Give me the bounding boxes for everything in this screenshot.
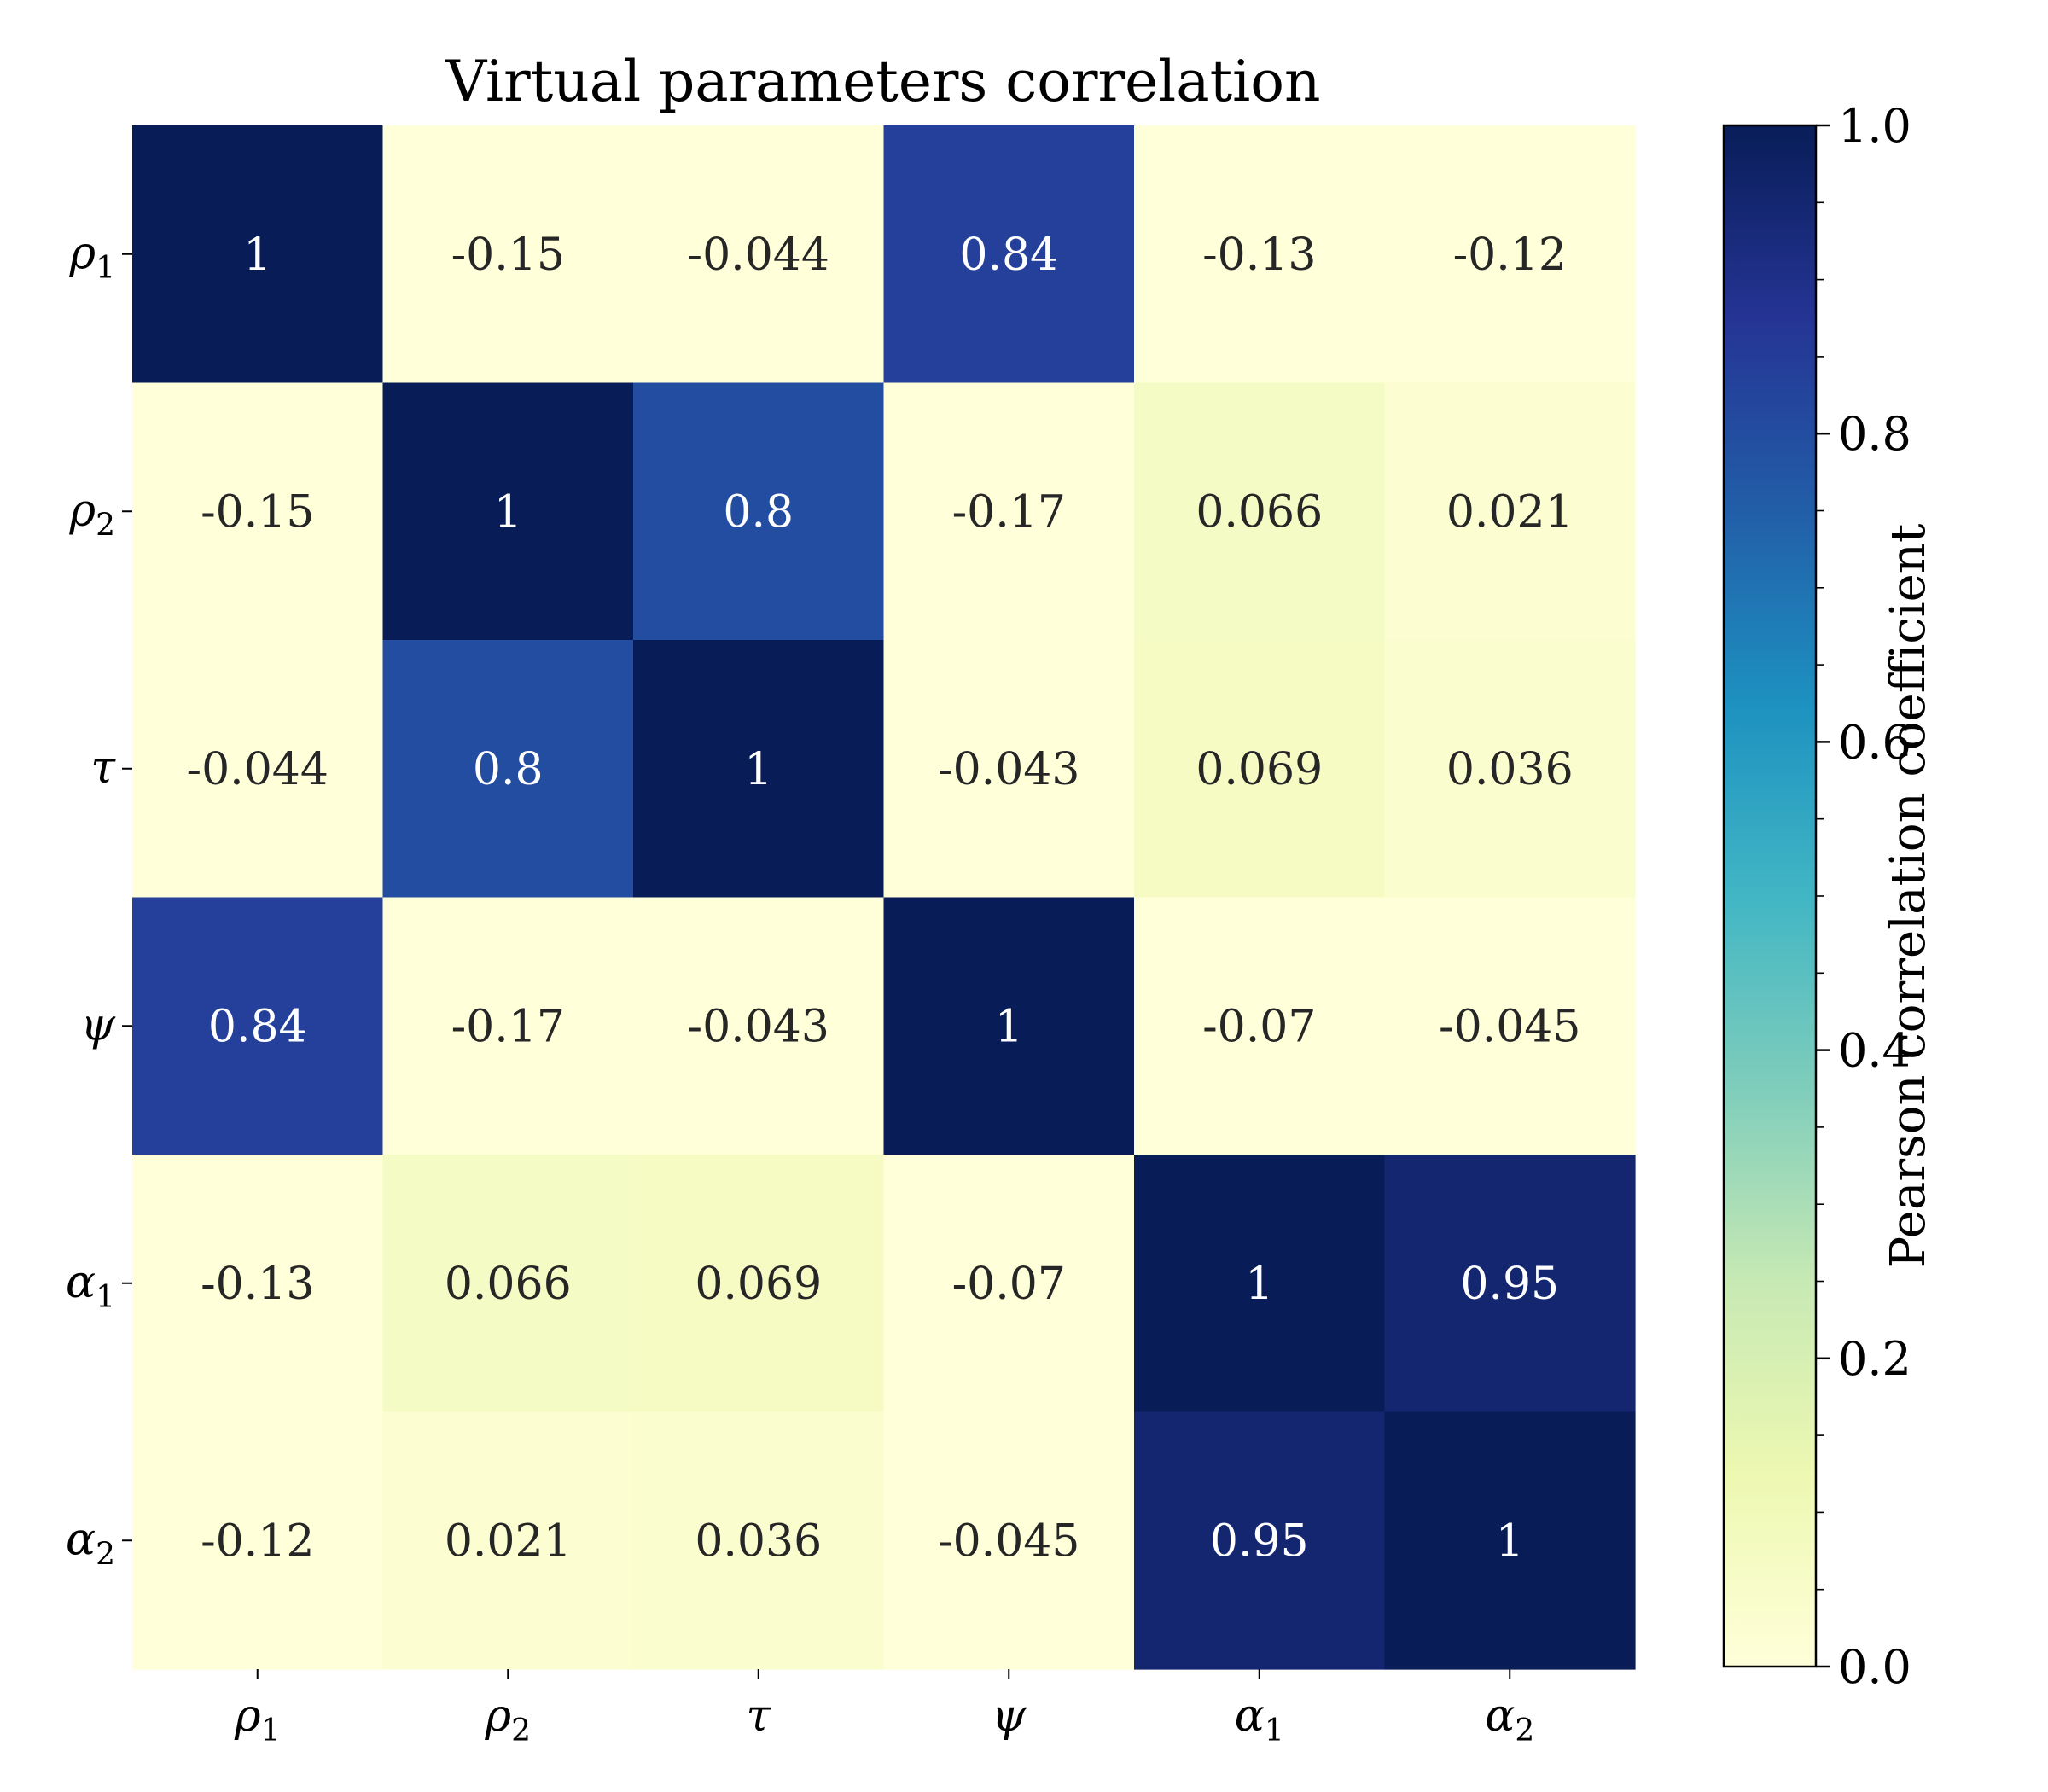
heatmap-cell bbox=[633, 640, 885, 899]
heatmap-cell bbox=[382, 382, 634, 641]
cell-value-label: -0.17 bbox=[451, 1001, 565, 1052]
heatmap-cell bbox=[382, 1155, 634, 1413]
row-tick-label: ψ bbox=[80, 999, 116, 1050]
heatmap-cell bbox=[883, 640, 1135, 899]
cell-value-label: 0.84 bbox=[959, 230, 1058, 281]
cell-value-label: -0.15 bbox=[451, 230, 565, 281]
heatmap-cell bbox=[382, 125, 634, 384]
cell-value-label: 0.021 bbox=[1446, 486, 1574, 538]
heatmap-cells: 1 -0.15 -0.044 0.84 -0.13 -0.12 -0.15 1 0.8 -0.17… bbox=[132, 125, 1636, 1670]
cell-value-label: 1 bbox=[1245, 1259, 1273, 1310]
cell-value-label: 0.84 bbox=[208, 1001, 307, 1052]
heatmap-cell bbox=[883, 1411, 1135, 1670]
heatmap-cell bbox=[1384, 897, 1636, 1155]
heatmap-cell bbox=[382, 897, 634, 1155]
heatmap-cell bbox=[132, 640, 384, 899]
cell-value-label: 0.066 bbox=[445, 1259, 572, 1310]
column-tick-label: τ bbox=[746, 1690, 771, 1742]
heatmap-cell bbox=[132, 897, 384, 1155]
heatmap-cell bbox=[132, 1155, 384, 1413]
cell-value-label: -0.13 bbox=[1202, 230, 1316, 281]
heatmap-cell bbox=[1384, 382, 1636, 641]
heatmap-cell bbox=[633, 897, 885, 1155]
cell-value-label: 0.036 bbox=[695, 1516, 822, 1567]
cell-value-label: -0.12 bbox=[201, 1516, 314, 1567]
cell-value-label: -0.07 bbox=[1202, 1001, 1316, 1052]
chart-title: Virtual parameters correlation bbox=[445, 49, 1321, 114]
cell-value-label: 0.069 bbox=[695, 1259, 822, 1310]
colorbar-tick-label: 0.4 bbox=[1838, 1024, 1911, 1078]
heatmap-cell bbox=[132, 125, 384, 384]
cell-value-label: 0.8 bbox=[473, 744, 544, 795]
row-tick-label: ρ2 bbox=[69, 485, 115, 543]
heatmap-cell bbox=[1384, 125, 1636, 384]
row-tick-label: ρ1 bbox=[69, 228, 115, 286]
colorbar-gradient bbox=[1724, 125, 1816, 1667]
cell-value-label: -0.17 bbox=[952, 486, 1066, 538]
cell-value-label: -0.07 bbox=[952, 1259, 1066, 1310]
cell-value-label: 0.021 bbox=[445, 1516, 572, 1567]
colorbar-label: Pearson correlation coefficient bbox=[1881, 523, 1936, 1268]
row-tick-label: α2 bbox=[66, 1514, 115, 1572]
cell-value-label: -0.043 bbox=[938, 744, 1079, 795]
column-tick-label: α2 bbox=[1485, 1690, 1534, 1748]
heatmap-cell bbox=[132, 382, 384, 641]
colorbar-tick-label: 0.6 bbox=[1838, 715, 1911, 769]
colorbar: 0.0 0.2 0.4 0.6 0.8 1.0 bbox=[1722, 99, 1911, 1694]
cell-value-label: -0.045 bbox=[938, 1516, 1079, 1567]
heatmap-cell bbox=[1134, 897, 1386, 1155]
heatmap-cell bbox=[633, 382, 885, 641]
cell-value-label: 1 bbox=[995, 1001, 1023, 1052]
cell-value-label: -0.045 bbox=[1439, 1001, 1580, 1052]
colorbar-tick-label: 0.8 bbox=[1838, 407, 1911, 461]
heatmap-cell bbox=[1134, 1155, 1386, 1413]
heatmap-cell bbox=[1134, 125, 1386, 384]
cell-value-label: 1 bbox=[1496, 1516, 1524, 1567]
heatmap-cell bbox=[1134, 640, 1386, 899]
heatmap-cell bbox=[883, 382, 1135, 641]
heatmap-cell bbox=[1134, 382, 1386, 641]
colorbar-tick-label: 0.2 bbox=[1838, 1332, 1911, 1386]
column-tick-labels: ρ1 ρ2 τ ψ α1 α2 bbox=[234, 1669, 1534, 1748]
cell-value-label: 0.069 bbox=[1196, 744, 1323, 795]
cell-value-label: -0.044 bbox=[187, 744, 329, 795]
cell-value-label: 0.036 bbox=[1446, 744, 1574, 795]
cell-value-label: 0.8 bbox=[723, 486, 794, 538]
row-tick-label: τ bbox=[90, 742, 116, 794]
cell-value-label: -0.12 bbox=[1453, 230, 1567, 281]
heatmap-cell bbox=[1384, 1411, 1636, 1670]
colorbar-tick-label: 1.0 bbox=[1838, 99, 1911, 153]
cell-value-label: -0.15 bbox=[201, 486, 314, 538]
cell-value-label: -0.044 bbox=[688, 230, 829, 281]
cell-value-label: -0.13 bbox=[201, 1259, 314, 1310]
cell-value-label: 1 bbox=[494, 486, 522, 538]
heatmap-cell bbox=[633, 125, 885, 384]
heatmap-cell bbox=[883, 125, 1135, 384]
heatmap-cell bbox=[132, 1411, 384, 1670]
heatmap-cell bbox=[883, 897, 1135, 1155]
cell-value-label: 1 bbox=[243, 230, 271, 281]
cell-value-label: 0.95 bbox=[1210, 1516, 1309, 1567]
row-tick-label: α1 bbox=[66, 1257, 115, 1315]
row-tick-labels: ρ1 ρ2 τ ψ α1 α2 bbox=[66, 228, 132, 1572]
column-tick-label: α1 bbox=[1235, 1690, 1284, 1748]
column-tick-label: ρ1 bbox=[234, 1690, 280, 1748]
heatmap-cell bbox=[633, 1411, 885, 1670]
cell-value-label: -0.043 bbox=[688, 1001, 829, 1052]
heatmap-cell bbox=[633, 1155, 885, 1413]
colorbar-tick-label: 0.0 bbox=[1838, 1640, 1911, 1694]
column-tick-label: ρ2 bbox=[485, 1690, 531, 1748]
heatmap-cell bbox=[883, 1155, 1135, 1413]
cell-value-label: 0.95 bbox=[1460, 1259, 1559, 1310]
cell-value-label: 1 bbox=[744, 744, 772, 795]
heatmap-cell bbox=[382, 1411, 634, 1670]
cell-value-label: 0.066 bbox=[1196, 486, 1323, 538]
column-tick-label: ψ bbox=[992, 1690, 1027, 1742]
heatmap-cell bbox=[382, 640, 634, 899]
heatmap-cell bbox=[1134, 1411, 1386, 1670]
heatmap-cell bbox=[1384, 640, 1636, 899]
heatmap-cell bbox=[1384, 1155, 1636, 1413]
